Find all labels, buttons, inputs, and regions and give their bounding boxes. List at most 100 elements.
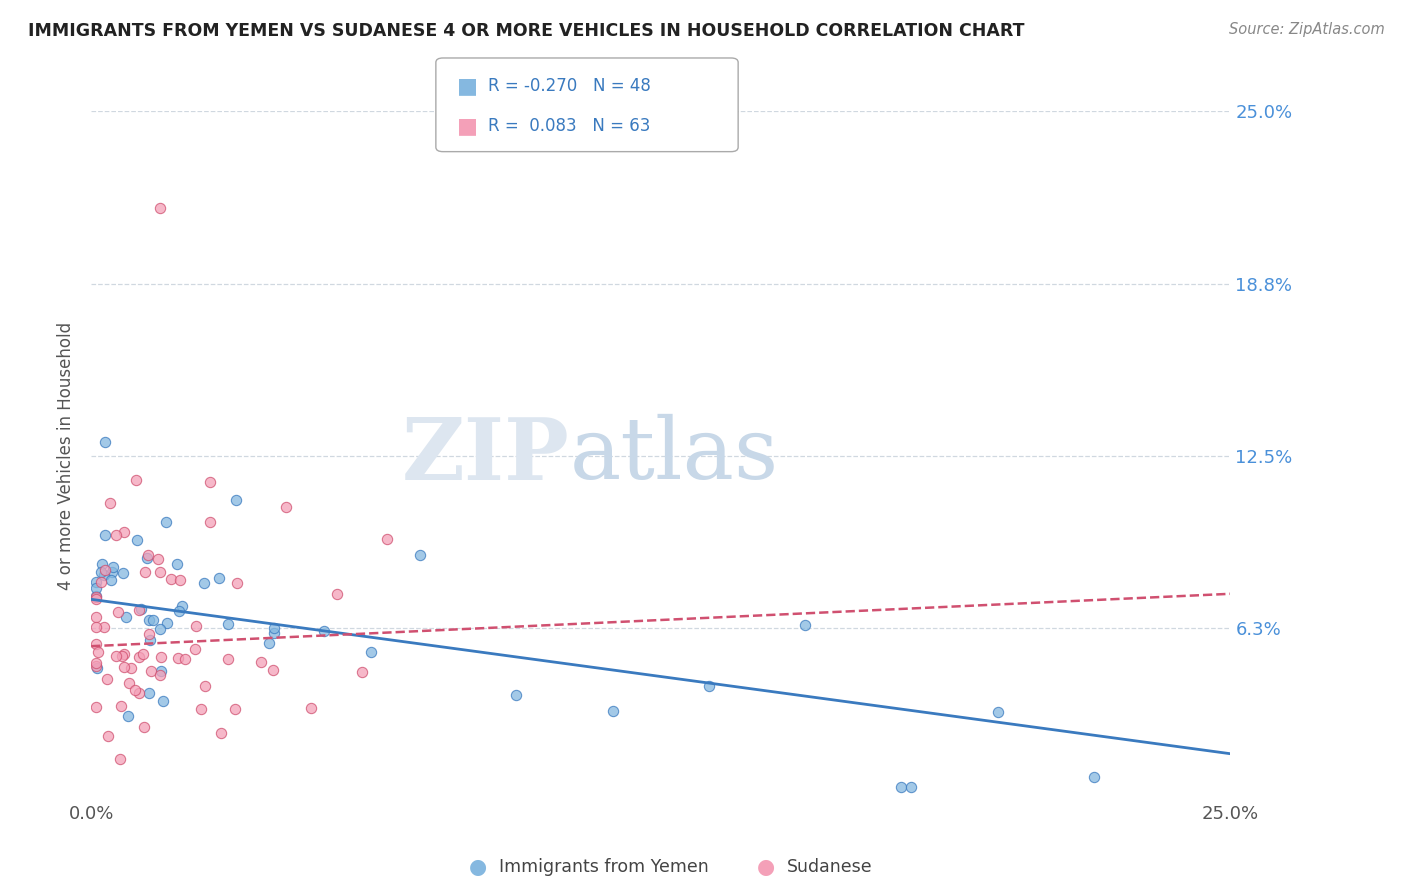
Text: Source: ZipAtlas.com: Source: ZipAtlas.com bbox=[1229, 22, 1385, 37]
Point bbox=[136, 549, 159, 563]
Point bbox=[900, 780, 922, 794]
Point bbox=[107, 605, 129, 619]
Point bbox=[155, 515, 177, 529]
Point bbox=[86, 661, 108, 675]
Point bbox=[84, 620, 107, 634]
Point bbox=[697, 679, 720, 693]
Point bbox=[148, 566, 170, 580]
Point bbox=[166, 557, 188, 571]
Point bbox=[262, 664, 284, 678]
Point bbox=[148, 668, 170, 682]
Point bbox=[125, 473, 148, 487]
Point bbox=[167, 650, 190, 665]
Point bbox=[274, 500, 297, 514]
Text: IMMIGRANTS FROM YEMEN VS SUDANESE 4 OR MORE VEHICLES IN HOUSEHOLD CORRELATION CH: IMMIGRANTS FROM YEMEN VS SUDANESE 4 OR M… bbox=[28, 22, 1025, 40]
Point bbox=[225, 492, 247, 507]
Point bbox=[890, 780, 912, 794]
Point bbox=[312, 624, 335, 639]
Point bbox=[94, 563, 117, 577]
Point bbox=[138, 613, 160, 627]
Point bbox=[138, 633, 160, 648]
Point bbox=[84, 582, 107, 596]
Point bbox=[173, 652, 195, 666]
Point bbox=[257, 636, 280, 650]
Point bbox=[224, 701, 246, 715]
Point bbox=[112, 648, 135, 662]
Point bbox=[93, 568, 115, 582]
Point bbox=[94, 527, 117, 541]
Point bbox=[148, 201, 170, 215]
Point bbox=[84, 700, 107, 714]
Point bbox=[208, 570, 231, 584]
Point bbox=[91, 557, 114, 571]
Point bbox=[108, 752, 131, 766]
Point bbox=[326, 587, 349, 601]
Point bbox=[198, 475, 221, 489]
Point bbox=[505, 688, 527, 702]
Point bbox=[190, 702, 212, 716]
Text: R =  0.083   N = 63: R = 0.083 N = 63 bbox=[488, 117, 650, 135]
Point bbox=[170, 599, 193, 613]
Point bbox=[93, 620, 115, 634]
Point bbox=[263, 626, 285, 640]
Point bbox=[104, 528, 127, 542]
Point bbox=[360, 644, 382, 658]
Point bbox=[87, 645, 110, 659]
Point bbox=[156, 616, 179, 631]
Point bbox=[299, 701, 322, 715]
Point bbox=[84, 575, 107, 590]
Point bbox=[986, 705, 1008, 719]
Point bbox=[110, 698, 132, 713]
Point bbox=[128, 686, 150, 700]
Point bbox=[138, 627, 160, 641]
Point bbox=[101, 560, 124, 574]
Point bbox=[98, 496, 121, 510]
Text: Sudanese: Sudanese bbox=[787, 858, 873, 876]
Point bbox=[97, 729, 120, 743]
Point bbox=[117, 709, 139, 723]
Point bbox=[100, 573, 122, 587]
Point bbox=[409, 548, 432, 562]
Text: atlas: atlas bbox=[569, 414, 779, 498]
Text: ●: ● bbox=[758, 857, 775, 877]
Point bbox=[209, 726, 232, 740]
Text: ■: ■ bbox=[457, 116, 478, 136]
Point bbox=[352, 665, 374, 679]
Point bbox=[169, 573, 191, 587]
Text: R = -0.270   N = 48: R = -0.270 N = 48 bbox=[488, 78, 651, 95]
Point bbox=[198, 516, 221, 530]
Point bbox=[125, 533, 148, 547]
Point bbox=[84, 590, 107, 604]
Point bbox=[169, 604, 191, 618]
Point bbox=[114, 610, 136, 624]
Point bbox=[150, 664, 173, 678]
Point bbox=[84, 637, 107, 651]
Point bbox=[263, 621, 285, 635]
Point bbox=[129, 601, 152, 615]
Point bbox=[184, 642, 207, 657]
Point bbox=[132, 647, 155, 661]
Point bbox=[111, 648, 134, 663]
Point bbox=[1083, 770, 1105, 784]
Point bbox=[217, 651, 239, 665]
Point bbox=[217, 616, 239, 631]
Point bbox=[118, 676, 141, 690]
Point bbox=[96, 672, 118, 686]
Point bbox=[149, 623, 172, 637]
Point bbox=[84, 659, 107, 673]
Point bbox=[794, 617, 817, 632]
Point bbox=[120, 661, 142, 675]
Point bbox=[136, 551, 159, 566]
Point bbox=[124, 683, 146, 698]
Point bbox=[139, 665, 162, 679]
Point bbox=[111, 566, 134, 580]
Point bbox=[128, 602, 150, 616]
Point bbox=[94, 435, 117, 450]
Y-axis label: 4 or more Vehicles in Household: 4 or more Vehicles in Household bbox=[58, 322, 75, 590]
Point bbox=[142, 614, 165, 628]
Point bbox=[104, 649, 127, 664]
Point bbox=[226, 575, 249, 590]
Point bbox=[112, 524, 135, 539]
Point bbox=[249, 655, 271, 669]
Point bbox=[128, 650, 150, 665]
